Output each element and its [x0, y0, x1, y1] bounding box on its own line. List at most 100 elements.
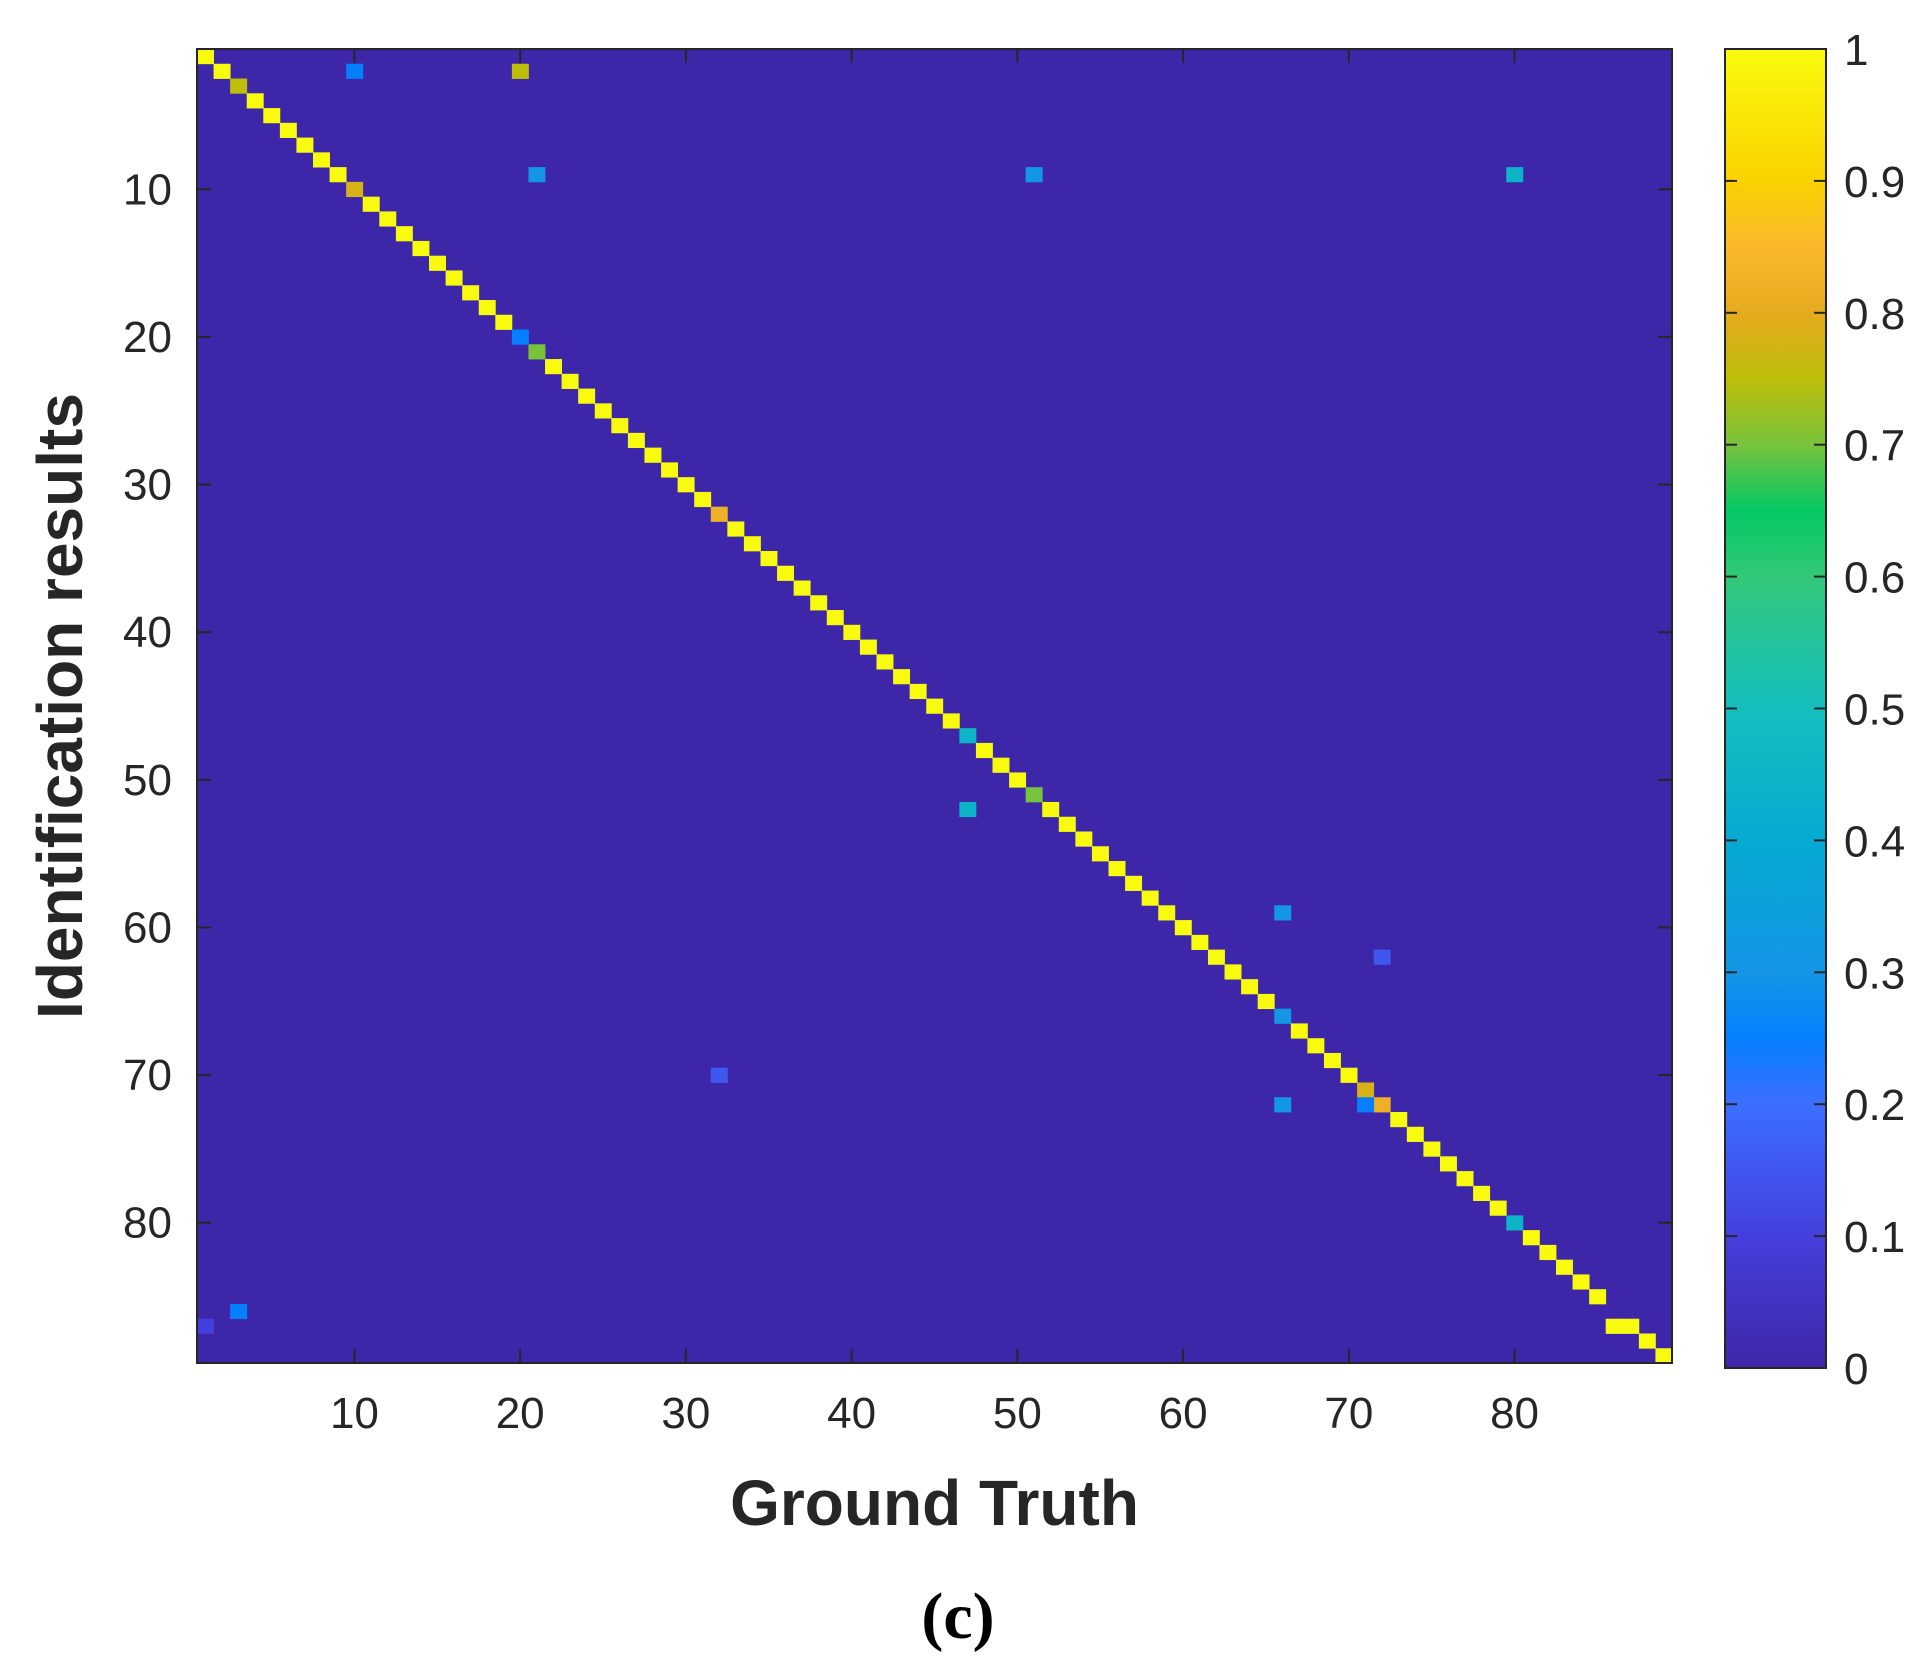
x-tick-label: 40: [827, 1389, 876, 1438]
y-tick-label: 80: [123, 1199, 172, 1248]
x-axis-label: Ground Truth: [730, 1467, 1139, 1539]
y-tick-label: 30: [123, 461, 172, 510]
heatmap-cell-diagonal: [1025, 787, 1043, 803]
colorbar-tick-label: 1: [1844, 26, 1868, 75]
heatmap-cell-diagonal: [1539, 1244, 1557, 1261]
heatmap-cell: [959, 801, 977, 818]
heatmap-cell-diagonal: [230, 78, 248, 94]
heatmap-cell-diagonal: [743, 536, 761, 552]
heatmap-cell-diagonal: [627, 432, 645, 449]
y-tick-label: 60: [123, 903, 172, 952]
colorbar-tick-label: 0.2: [1844, 1081, 1905, 1130]
colorbar-tick-label: 0: [1844, 1345, 1868, 1394]
colorbar-gradient: [1725, 49, 1826, 1368]
heatmap-cell-diagonal: [1473, 1185, 1491, 1201]
heatmap-cell-diagonal: [1207, 949, 1225, 965]
heatmap-cell-diagonal: [545, 359, 562, 375]
heatmap-cell: [1605, 1318, 1623, 1334]
panel-label: (c): [921, 1580, 994, 1653]
heatmap-cell-diagonal: [1390, 1112, 1408, 1128]
heatmap-cell-diagonal: [1489, 1200, 1507, 1216]
heatmap-cell-diagonal: [1042, 801, 1060, 818]
heatmap-cell-diagonal: [893, 669, 911, 685]
heatmap-cell: [1025, 167, 1043, 183]
heatmap-cell: [710, 1067, 728, 1083]
heatmap-cell-diagonal: [710, 506, 728, 522]
colorbar-tick-label: 0.8: [1844, 290, 1905, 339]
heatmap-cell-diagonal: [379, 211, 397, 227]
colorbar-tick-label: 0.1: [1844, 1213, 1905, 1262]
heatmap-cell-diagonal: [429, 255, 446, 271]
heatmap-cell-diagonal: [1555, 1259, 1573, 1275]
heatmap-cell-diagonal: [1622, 1318, 1640, 1334]
heatmap-cell-diagonal: [1638, 1333, 1656, 1349]
y-tick-label: 70: [123, 1051, 172, 1100]
heatmap-cell-diagonal: [313, 152, 330, 168]
heatmap-cell-diagonal: [1274, 1008, 1292, 1024]
y-axis-label: Identification results: [24, 393, 96, 1019]
heatmap-cell-diagonal: [959, 728, 977, 744]
heatmap-cell-diagonal: [296, 137, 314, 153]
heatmap-cell: [528, 167, 546, 183]
heatmap-cell-diagonal: [942, 713, 960, 729]
x-tick-label: 80: [1490, 1389, 1539, 1438]
heatmap-cell-diagonal: [1108, 861, 1126, 877]
heatmap-cell-diagonal: [1091, 846, 1109, 862]
heatmap-cell-diagonal: [661, 462, 679, 478]
heatmap-cell-diagonal: [876, 654, 894, 670]
heatmap-cell-diagonal: [197, 49, 214, 65]
colorbar-tick-label: 0.3: [1844, 949, 1905, 998]
heatmap-cell: [1274, 905, 1292, 921]
heatmap-cell-diagonal: [1340, 1067, 1358, 1083]
heatmap-cell-diagonal: [213, 63, 231, 79]
heatmap-cell-diagonal: [694, 491, 712, 508]
heatmap-cell-diagonal: [1406, 1126, 1424, 1142]
heatmap-cell-diagonal: [644, 447, 662, 463]
heatmap-cell-diagonal: [992, 757, 1010, 773]
colorbar-ticks: 0 0.1 0.2 0.3 0.4 0.5 0.6 0.7 0.8 0.9 1: [1725, 26, 1905, 1394]
heatmap-cell: [1506, 167, 1524, 183]
colorbar-tick-label: 0.4: [1844, 817, 1905, 866]
heatmap-cell-diagonal: [810, 595, 828, 611]
x-tick-label: 50: [993, 1389, 1042, 1438]
heatmap-cell-diagonal: [843, 624, 861, 640]
heatmap-cell-diagonal: [826, 610, 844, 626]
x-tick-label: 30: [661, 1389, 710, 1438]
plot-frame: [196, 48, 1673, 1364]
heatmap-cell-diagonal: [263, 108, 281, 124]
heatmap-cell-diagonal: [495, 314, 513, 330]
colorbar-tick-label: 0.6: [1844, 554, 1905, 603]
heatmap-cell-diagonal: [346, 181, 364, 198]
heatmap-cell-diagonal: [1075, 831, 1093, 847]
heatmap-cell-diagonal: [362, 196, 380, 212]
heatmap-cell-diagonal: [246, 93, 264, 109]
colorbar-tick-label: 0.5: [1844, 686, 1905, 735]
heatmap-cell-diagonal: [1158, 905, 1176, 921]
y-tick-label: 40: [123, 608, 172, 657]
colorbar: 0 0.1 0.2 0.3 0.4 0.5 0.6 0.7 0.8 0.9 1: [1724, 26, 1905, 1394]
heatmap-cell: [1373, 949, 1391, 965]
colorbar-tick-label: 0.7: [1844, 422, 1905, 471]
heatmap-cell-diagonal: [611, 418, 629, 434]
heatmap-cell-diagonal: [1009, 772, 1027, 788]
heatmap-cell-diagonal: [1224, 964, 1242, 980]
heatmap-cell-diagonal: [1125, 875, 1143, 891]
heatmap-cell-diagonal: [1522, 1230, 1540, 1246]
heatmap-cell-diagonal: [1174, 920, 1192, 936]
heatmap-cell-diagonal: [528, 344, 546, 360]
y-tick-label: 20: [123, 313, 172, 362]
heatmap-plot-area: 10 20 30 40 50 60 70 80 10 20 30 40 50 60 70 80: [123, 48, 1673, 1438]
heatmap-cell-diagonal: [677, 477, 695, 493]
heatmap-cell-diagonal: [445, 270, 463, 286]
heatmap-cell: [1357, 1097, 1375, 1113]
x-tick-label: 70: [1324, 1389, 1373, 1438]
heatmap-cell-diagonal: [1141, 890, 1159, 906]
heatmap-cell: [230, 1303, 248, 1320]
heatmap-cell-diagonal: [578, 388, 596, 404]
heatmap-cell: [346, 63, 364, 79]
heatmap-cell-diagonal: [975, 742, 993, 759]
heatmap-cell-diagonal: [1423, 1141, 1441, 1157]
heatmap-cell-diagonal: [793, 580, 811, 596]
heatmap-cell-diagonal: [1241, 979, 1259, 995]
heatmap-cell-diagonal: [1655, 1348, 1673, 1364]
